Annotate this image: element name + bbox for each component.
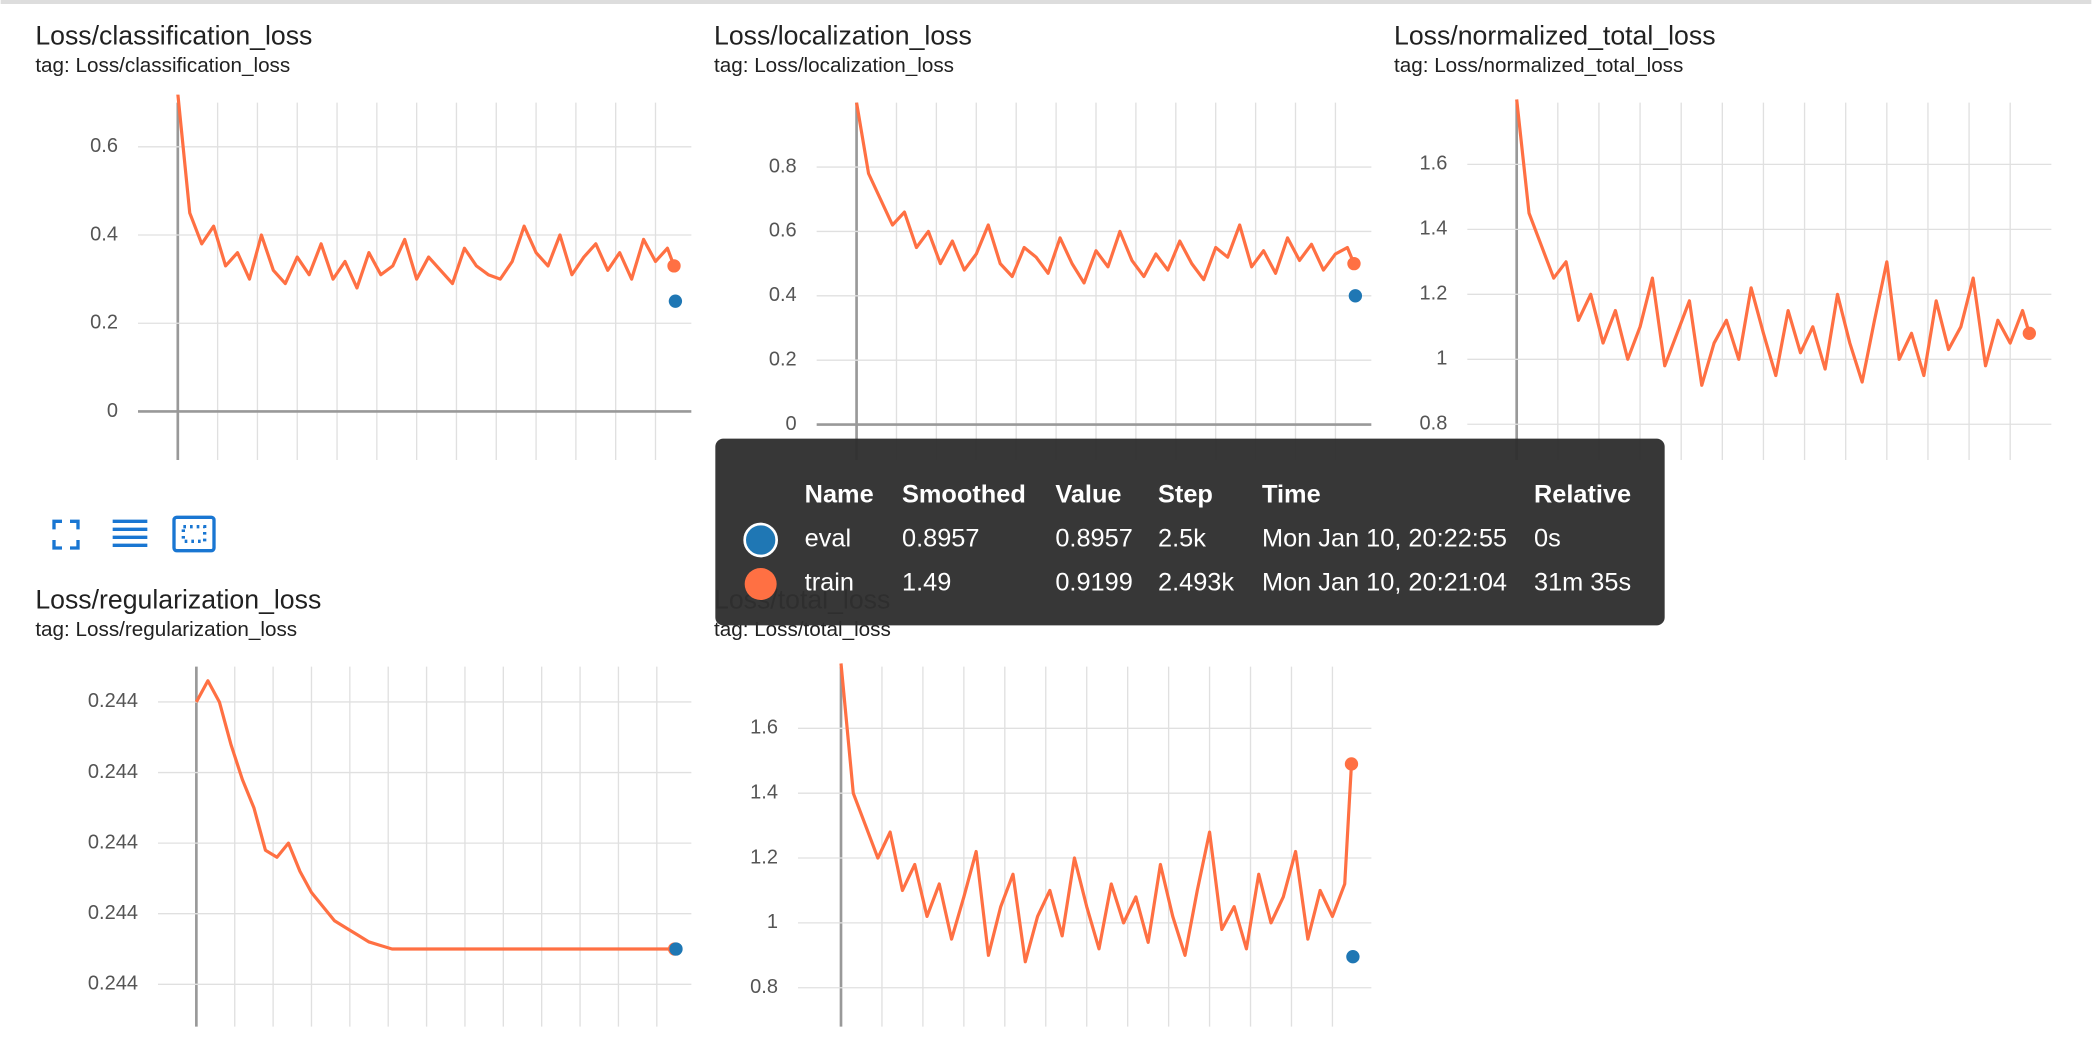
y-tick-label: 0.244 bbox=[88, 831, 138, 853]
y-tick-label: 0.6 bbox=[769, 220, 797, 242]
fit-domain-icon[interactable] bbox=[172, 515, 216, 553]
y-tick-label: 0.6 bbox=[90, 135, 118, 157]
series-line bbox=[1515, 99, 2031, 387]
data-table-icon[interactable] bbox=[112, 519, 148, 547]
last-point bbox=[1347, 256, 1361, 271]
y-tick-label: 0 bbox=[107, 400, 118, 422]
y-tick-label: 0.8 bbox=[769, 155, 797, 177]
chart-subtitle: tag: Loss/classification_loss bbox=[35, 54, 290, 77]
y-tick-label: 1 bbox=[767, 911, 778, 933]
y-tick-label: 1.2 bbox=[1420, 283, 1448, 305]
tooltip-cell: Mon Jan 10, 20:21:04 bbox=[1262, 569, 1507, 597]
column-header: Time bbox=[1262, 481, 1321, 509]
series-line bbox=[839, 663, 1354, 964]
tooltip-cell: train bbox=[805, 569, 854, 597]
column-header: Smoothed bbox=[902, 481, 1026, 509]
tooltip-cell: 0.9199 bbox=[1055, 569, 1132, 597]
tooltip-cell: 1.49 bbox=[902, 569, 951, 597]
chart-subtitle: tag: Loss/regularization_loss bbox=[35, 618, 297, 641]
last-point bbox=[2022, 326, 2036, 340]
y-tick-label: 1 bbox=[1436, 348, 1447, 370]
chart-title: Loss/localization_loss bbox=[714, 20, 972, 50]
tooltip-cell: 0.8957 bbox=[902, 525, 979, 553]
last-point bbox=[669, 942, 683, 956]
tooltip-cell: 2.493k bbox=[1158, 569, 1234, 597]
series-line bbox=[194, 679, 675, 951]
y-tick-label: 1.4 bbox=[750, 781, 778, 803]
tooltip-cell: 31m 35s bbox=[1534, 569, 1631, 597]
last-point bbox=[668, 294, 683, 308]
tooltip-cell: eval bbox=[805, 525, 851, 553]
chart-title: Loss/regularization_loss bbox=[35, 584, 321, 614]
plot bbox=[854, 102, 1356, 285]
y-tick-label: 1.6 bbox=[750, 717, 778, 739]
tooltip-cell: 0.8957 bbox=[1055, 525, 1132, 553]
tooltip-cell: Mon Jan 10, 20:22:55 bbox=[1262, 525, 1507, 553]
y-tick-label: 1.4 bbox=[1420, 218, 1448, 240]
y-tick-label: 1.6 bbox=[1420, 153, 1448, 175]
fullscreen-icon[interactable] bbox=[52, 519, 80, 550]
chart-card: Loss/classification_loss tag: Loss/classi… bbox=[35, 20, 692, 460]
fit-domain-inner bbox=[181, 525, 207, 543]
plot bbox=[194, 679, 675, 951]
chart-subtitle: tag: Loss/normalized_total_loss bbox=[1394, 54, 1683, 77]
tooltip: Name Smoothed Value Step Time Relative e… bbox=[715, 438, 1665, 626]
y-tick-label: 0.4 bbox=[90, 223, 118, 245]
column-header: Value bbox=[1055, 481, 1121, 509]
chart-card: Loss/regularization_loss tag: Loss/regula… bbox=[35, 584, 692, 1027]
y-tick-label: 0.244 bbox=[88, 690, 138, 712]
charts: Loss/classification_loss tag: Loss/classi… bbox=[35, 20, 2052, 1027]
y-tick-label: 0.2 bbox=[769, 348, 797, 370]
y-tick-label: 0.244 bbox=[88, 761, 138, 783]
last-point bbox=[1344, 757, 1359, 771]
column-header: Step bbox=[1158, 481, 1213, 509]
y-tick-label: 1.2 bbox=[750, 846, 778, 868]
chart-title: Loss/classification_loss bbox=[35, 20, 312, 50]
y-tick-label: 0.8 bbox=[1420, 413, 1448, 435]
plot bbox=[176, 94, 676, 290]
column-header: Relative bbox=[1534, 481, 1631, 509]
y-tick-label: 0.244 bbox=[88, 902, 138, 924]
tooltip-cell: 2.5k bbox=[1158, 525, 1206, 553]
y-tick-label: 0.2 bbox=[90, 312, 118, 334]
chart-subtitle: tag: Loss/localization_loss bbox=[714, 54, 954, 77]
series-line bbox=[176, 94, 676, 290]
top-border bbox=[0, 0, 2092, 4]
tooltip-cell: 0s bbox=[1534, 525, 1561, 553]
chart-title: Loss/normalized_total_loss bbox=[1394, 20, 1716, 50]
y-tick-label: 0.8 bbox=[750, 976, 778, 998]
chart-card: Loss/localization_loss tag: Loss/localiza… bbox=[714, 20, 1372, 460]
card-toolbar[interactable] bbox=[52, 515, 216, 553]
series-swatch bbox=[743, 522, 778, 558]
y-tick-label: 0.4 bbox=[769, 284, 797, 306]
tooltip-rows: eval 0.8957 0.8957 2.5k Mon Jan 10, 20:22:55… bbox=[743, 522, 1631, 600]
last-point bbox=[1348, 289, 1363, 303]
series-line bbox=[854, 102, 1356, 285]
column-header: Name bbox=[805, 481, 874, 509]
plot bbox=[1515, 99, 2031, 387]
last-point bbox=[667, 259, 681, 273]
y-tick-label: 0 bbox=[786, 413, 797, 435]
plot bbox=[839, 663, 1354, 964]
y-tick-label: 0.244 bbox=[88, 973, 138, 995]
series-swatch bbox=[744, 568, 777, 600]
last-point bbox=[1346, 950, 1360, 964]
chart-card: Loss/normalized_total_loss tag: Loss/norm… bbox=[1394, 20, 2052, 460]
tooltip-background bbox=[715, 438, 1665, 626]
